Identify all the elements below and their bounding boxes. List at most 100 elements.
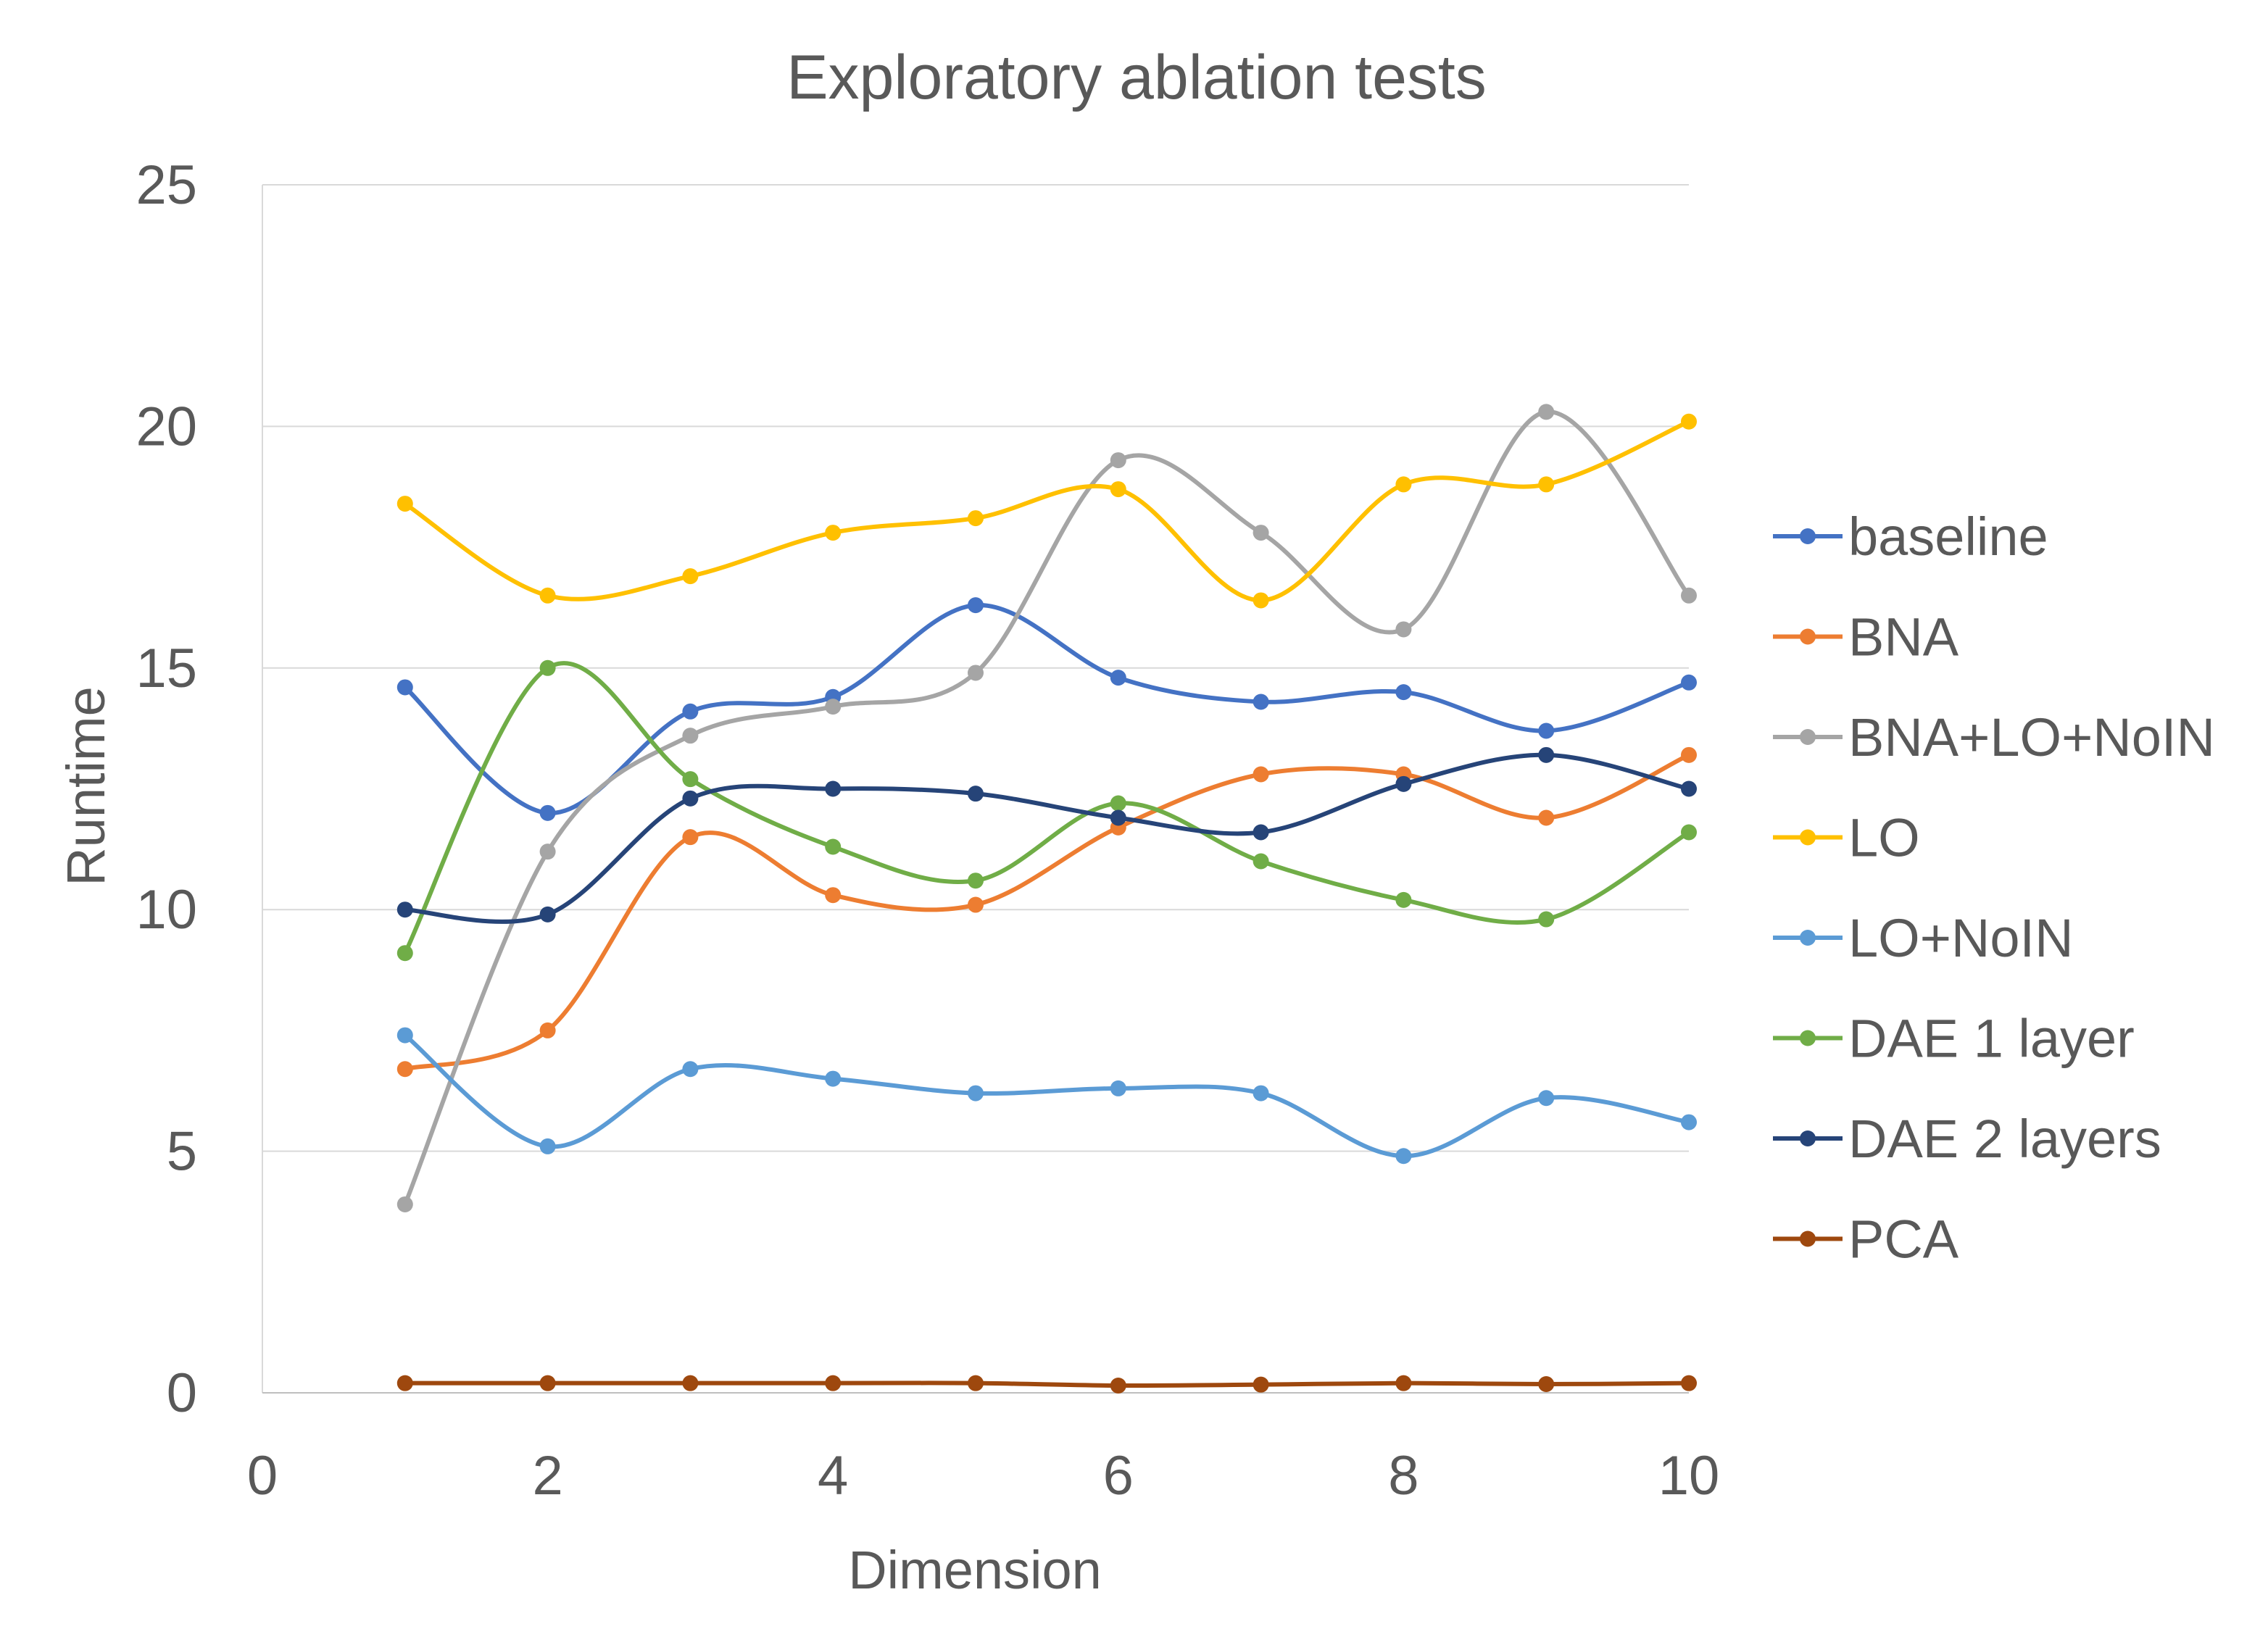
series-pca (396, 1375, 1697, 1394)
data-point-pca (1110, 1377, 1126, 1394)
legend-marker (1800, 1230, 1816, 1247)
data-point-bna (539, 1022, 556, 1038)
series-lo (396, 413, 1697, 609)
data-point-lo (968, 510, 984, 527)
data-point-dae-2-layers (1253, 824, 1269, 841)
data-point-pca (539, 1375, 556, 1391)
data-point-baseline (1538, 722, 1555, 739)
data-point-baseline (539, 804, 556, 821)
series-dae-2-layers (396, 746, 1697, 924)
data-point-dae-2-layers (396, 901, 413, 918)
data-point-bna (825, 887, 842, 904)
data-point-bna-lo-noin (396, 1196, 413, 1212)
data-point-lo-noin (396, 1027, 413, 1044)
data-point-baseline (1253, 694, 1269, 710)
data-point-dae-2-layers (539, 906, 556, 923)
data-point-dae-1-layer (1395, 891, 1412, 908)
data-point-dae-1-layer (682, 771, 699, 788)
data-point-lo-noin (1253, 1085, 1269, 1101)
x-tick-label: 2 (532, 1445, 562, 1507)
legend-label: baseline (1848, 507, 2048, 567)
series-layer (396, 404, 1697, 1394)
data-point-lo (1110, 481, 1126, 498)
data-point-baseline (1395, 684, 1412, 701)
legend-label: LO+NoIN (1848, 908, 2074, 968)
y-tick-label: 20 (136, 396, 197, 457)
data-point-pca (396, 1375, 413, 1391)
data-point-lo (396, 496, 413, 512)
legend-marker (1800, 1130, 1816, 1146)
legend-item-dae-2-layers: DAE 2 layers (1773, 1109, 2161, 1169)
y-tick-labels: 0 5 10 15 20 25 (136, 154, 197, 1424)
data-point-baseline (968, 597, 984, 614)
data-point-lo-noin (539, 1138, 556, 1154)
data-point-dae-1-layer (1538, 911, 1555, 928)
legend-label: LO (1848, 808, 1920, 868)
data-point-bna-lo-noin (682, 728, 699, 744)
data-point-dae-1-layer (396, 945, 413, 962)
y-tick-label: 10 (136, 879, 197, 941)
data-point-lo (1681, 413, 1697, 430)
legend-item-bna-lo-noin: BNA+LO+NoIN (1773, 707, 2215, 767)
data-point-dae-2-layers (1538, 746, 1555, 763)
data-point-bna (968, 896, 984, 913)
data-point-bna-lo-noin (1681, 587, 1697, 604)
data-point-bna (1538, 809, 1555, 826)
x-tick-label: 4 (818, 1445, 848, 1507)
data-point-dae-1-layer (539, 659, 556, 676)
data-point-baseline (682, 703, 699, 720)
series-line-dae-2-layers (404, 752, 1690, 924)
data-point-lo-noin (1395, 1148, 1412, 1165)
y-tick-label: 25 (136, 154, 197, 216)
x-tick-labels: 0 2 4 6 8 10 (247, 1445, 1719, 1507)
y-tick-label: 5 (167, 1121, 197, 1183)
data-point-bna-lo-noin (539, 844, 556, 860)
data-point-bna-lo-noin (1253, 525, 1269, 541)
legend-label: DAE 2 layers (1848, 1109, 2161, 1169)
data-point-lo-noin (1110, 1080, 1126, 1096)
data-point-dae-1-layer (825, 838, 842, 855)
data-point-pca (682, 1375, 699, 1391)
x-axis-label: Dimension (848, 1540, 1102, 1600)
y-tick-label: 0 (167, 1362, 197, 1424)
data-point-dae-1-layer (1681, 824, 1697, 841)
data-point-baseline (1110, 670, 1126, 686)
data-point-bna-lo-noin (1395, 621, 1412, 638)
data-point-dae-2-layers (825, 780, 842, 797)
legend-item-lo-noin: LO+NoIN (1773, 908, 2074, 968)
data-point-lo-noin (968, 1085, 984, 1101)
data-point-pca (1538, 1375, 1555, 1392)
series-line-dae-1-layer (403, 661, 1690, 954)
data-point-bna-lo-noin (1538, 404, 1555, 420)
y-axis-label: Runtime (56, 686, 116, 886)
data-point-lo (825, 525, 842, 541)
series-lo-noin (396, 1027, 1697, 1165)
legend-item-dae-1-layer: DAE 1 layer (1773, 1009, 2135, 1069)
data-point-bna (396, 1061, 413, 1078)
series-line-pca (404, 1380, 1690, 1388)
legend: baseline BNA BNA+LO+NoIN LO LO+NoIN DAE 1 lay… (1773, 507, 2215, 1270)
data-point-dae-2-layers (1395, 775, 1412, 792)
x-tick-label: 0 (247, 1445, 278, 1507)
data-point-bna-lo-noin (825, 699, 842, 715)
legend-item-bna: BNA (1773, 607, 1959, 667)
legend-marker (1800, 829, 1816, 846)
data-point-dae-1-layer (1110, 795, 1126, 812)
legend-label: PCA (1848, 1209, 1959, 1270)
series-line-lo (404, 419, 1690, 603)
data-point-lo (1395, 476, 1412, 493)
data-point-lo-noin (825, 1070, 842, 1087)
series-dae-1-layer (396, 659, 1697, 962)
data-point-baseline (1681, 674, 1697, 691)
legend-marker (1800, 729, 1816, 745)
x-tick-label: 8 (1388, 1445, 1418, 1507)
data-point-dae-2-layers (968, 786, 984, 802)
data-point-dae-2-layers (1681, 780, 1697, 797)
data-point-pca (1395, 1375, 1412, 1391)
data-point-lo-noin (1681, 1114, 1697, 1130)
data-point-baseline (396, 679, 413, 696)
data-point-bna (682, 829, 699, 846)
data-point-dae-1-layer (1253, 853, 1269, 870)
data-point-lo (1253, 592, 1269, 609)
